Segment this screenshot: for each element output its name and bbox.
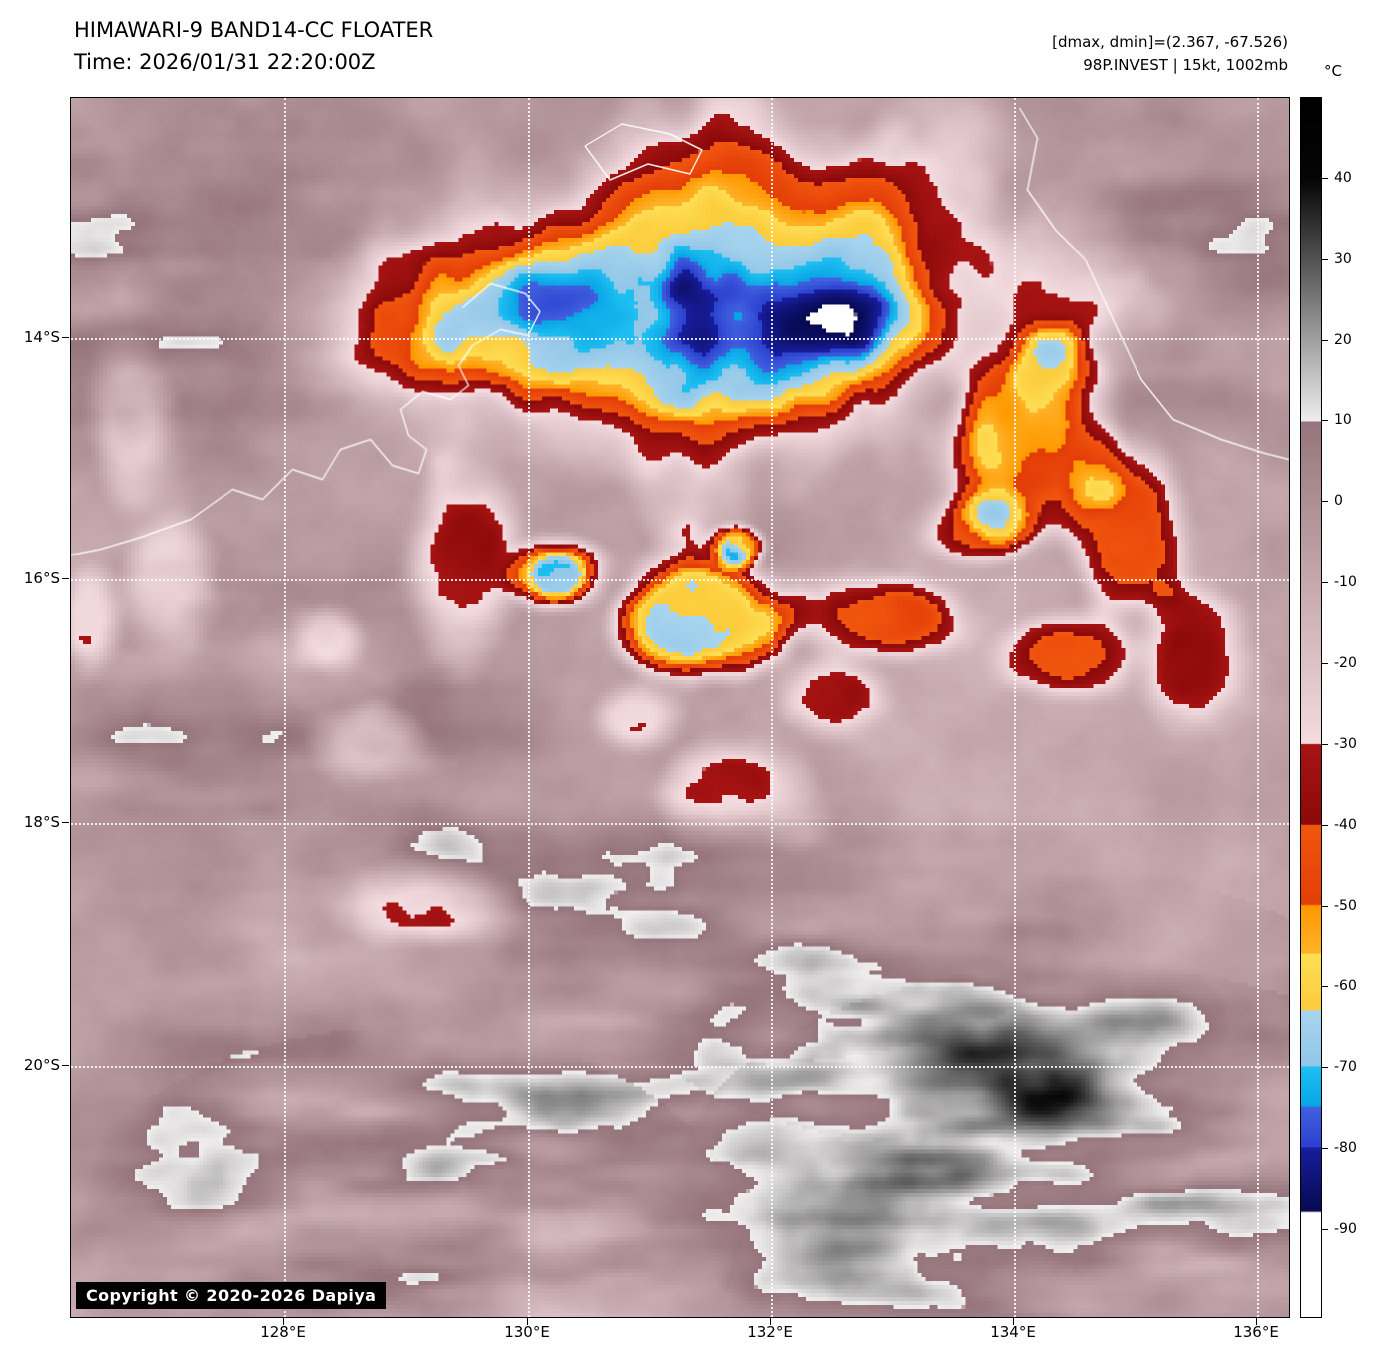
lon-tick-mark: [1256, 1318, 1257, 1325]
colorbar-tick-label: -70: [1334, 1059, 1357, 1076]
lat-tick-mark: [62, 1065, 69, 1066]
lat-tick-label: 18°S: [23, 813, 60, 831]
colorbar-tick-mark: [1322, 905, 1328, 907]
lon-tick-mark: [770, 1318, 771, 1325]
colorbar-tick-mark: [1322, 986, 1328, 988]
lat-tick-mark: [62, 578, 69, 579]
lat-tick-label: 20°S: [23, 1056, 60, 1074]
colorbar-tick-mark: [1322, 582, 1328, 584]
colorbar-tick-mark: [1322, 663, 1328, 665]
colorbar-tick-label: 0: [1334, 493, 1343, 510]
lon-tick-label: 128°E: [260, 1323, 306, 1341]
copyright-badge: Copyright © 2020-2026 Dapiya: [76, 1282, 387, 1309]
colorbar: [1300, 97, 1322, 1318]
colorbar-tick-mark: [1322, 501, 1328, 503]
lon-tick-mark: [1013, 1318, 1014, 1325]
lat-tick-mark: [62, 337, 69, 338]
lon-tick-label: 134°E: [990, 1323, 1036, 1341]
colorbar-tick-label: 10: [1334, 412, 1352, 429]
lat-tick-label: 14°S: [23, 328, 60, 346]
colorbar-unit-label: °C: [1324, 62, 1342, 80]
colorbar-tick-label: -90: [1334, 1221, 1357, 1238]
colorbar-tick-label: -50: [1334, 897, 1357, 914]
storm-intensity-readout: 98P.INVEST | 15kt, 1002mb: [1083, 56, 1288, 74]
colorbar-tick-label: 30: [1334, 250, 1352, 267]
colorbar-tick-mark: [1322, 1067, 1328, 1069]
colorbar-tick-mark: [1322, 1148, 1328, 1150]
lat-tick-mark: [62, 822, 69, 823]
timestamp-line: Time: 2026/01/31 22:20:00Z: [74, 50, 376, 74]
colorbar-tick-label: -60: [1334, 978, 1357, 995]
colorbar-tick-label: -80: [1334, 1140, 1357, 1157]
page-title: HIMAWARI-9 BAND14-CC FLOATER: [74, 18, 434, 42]
lon-tick-label: 130°E: [504, 1323, 550, 1341]
lon-tick-mark: [283, 1318, 284, 1325]
colorbar-tick-label: -30: [1334, 735, 1357, 752]
lon-tick-label: 132°E: [747, 1323, 793, 1341]
colorbar-tick-mark: [1322, 743, 1328, 745]
colorbar-tick-label: 40: [1334, 169, 1352, 186]
satellite-ir-image: [71, 98, 1289, 1317]
colorbar-tick-label: -20: [1334, 655, 1357, 672]
lat-tick-label: 16°S: [23, 569, 60, 587]
colorbar-tick-mark: [1322, 339, 1328, 341]
lon-tick-label: 136°E: [1233, 1323, 1279, 1341]
header-meta: [dmax, dmin]=(2.367, -67.526) 98P.INVEST…: [1052, 31, 1288, 77]
satellite-map-panel: Copyright © 2020-2026 Dapiya: [70, 97, 1290, 1318]
dmax-dmin-readout: [dmax, dmin]=(2.367, -67.526): [1052, 33, 1288, 51]
colorbar-tick-label: -10: [1334, 574, 1357, 591]
colorbar-tick-label: -40: [1334, 816, 1357, 833]
colorbar-tick-mark: [1322, 824, 1328, 826]
colorbar-tick-mark: [1322, 1229, 1328, 1231]
colorbar-gradient: [1301, 98, 1321, 1317]
colorbar-tick-mark: [1322, 177, 1328, 179]
colorbar-tick-mark: [1322, 420, 1328, 422]
lon-tick-mark: [527, 1318, 528, 1325]
colorbar-tick-label: 20: [1334, 331, 1352, 348]
colorbar-tick-mark: [1322, 258, 1328, 260]
